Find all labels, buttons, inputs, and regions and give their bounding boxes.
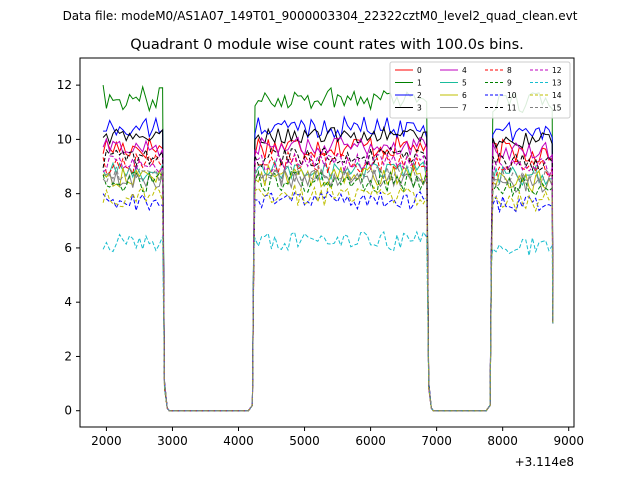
chart-title: Quadrant 0 module wise count rates with … <box>130 37 524 53</box>
legend-label-2: 2 <box>417 91 422 100</box>
series-line-0 <box>102 134 554 412</box>
x-tick-label: 6000 <box>355 434 386 448</box>
y-tick-label: 2 <box>64 349 72 363</box>
legend-label-3: 3 <box>417 104 422 113</box>
series-line-15 <box>102 164 554 412</box>
y-tick-label: 8 <box>64 187 72 201</box>
x-tick-label: 5000 <box>289 434 320 448</box>
y-tick-label: 12 <box>57 78 72 92</box>
legend-label-0: 0 <box>417 66 422 75</box>
y-tick-label: 6 <box>64 241 72 255</box>
series-line-7 <box>102 167 554 412</box>
y-tick-label: 10 <box>57 132 72 146</box>
series-line-9 <box>102 169 554 412</box>
x-tick-label: 9000 <box>553 434 584 448</box>
x-tick-label: 4000 <box>223 434 254 448</box>
series-line-10 <box>102 190 554 412</box>
x-tick-label: 7000 <box>421 434 452 448</box>
y-axis: 0 2 4 6 8 10 12 <box>57 78 80 418</box>
series-line-11 <box>102 146 554 412</box>
y-tick-label: 4 <box>64 295 72 309</box>
y-tick-label: 0 <box>64 404 72 418</box>
legend-label-4: 4 <box>462 66 467 75</box>
series-line-13 <box>102 230 554 412</box>
legend-label-8: 8 <box>507 66 512 75</box>
legend-label-9: 9 <box>507 79 512 88</box>
plot-area-frame <box>79 57 575 428</box>
x-tick-label: 2000 <box>91 434 122 448</box>
legend-label-15: 15 <box>552 104 562 113</box>
x-tick-label: 8000 <box>487 434 518 448</box>
series-layer <box>102 84 554 412</box>
x-axis-offset-label: +3.114e8 <box>515 455 574 469</box>
series-line-2 <box>103 115 554 412</box>
legend-label-14: 14 <box>552 91 562 100</box>
series-line-6 <box>102 163 554 412</box>
series-line-14 <box>102 184 554 412</box>
legend-label-10: 10 <box>507 91 517 100</box>
figure-suptitle: Data file: modeM0/AS1A07_149T01_90000033… <box>63 9 578 23</box>
series-line-5 <box>102 159 554 412</box>
legend-box <box>389 61 571 119</box>
legend-label-7: 7 <box>462 104 467 113</box>
series-line-12 <box>102 152 554 412</box>
series-line-1 <box>102 84 554 412</box>
x-axis: 2000 3000 4000 5000 6000 7000 8000 9000 <box>91 427 584 448</box>
legend-label-11: 11 <box>507 104 517 113</box>
legend-label-5: 5 <box>462 79 467 88</box>
legend-label-13: 13 <box>552 79 562 88</box>
legend-label-12: 12 <box>552 66 562 75</box>
legend-label-6: 6 <box>462 91 467 100</box>
legend-label-1: 1 <box>417 79 422 88</box>
series-line-8 <box>102 150 554 412</box>
x-tick-label: 3000 <box>157 434 188 448</box>
